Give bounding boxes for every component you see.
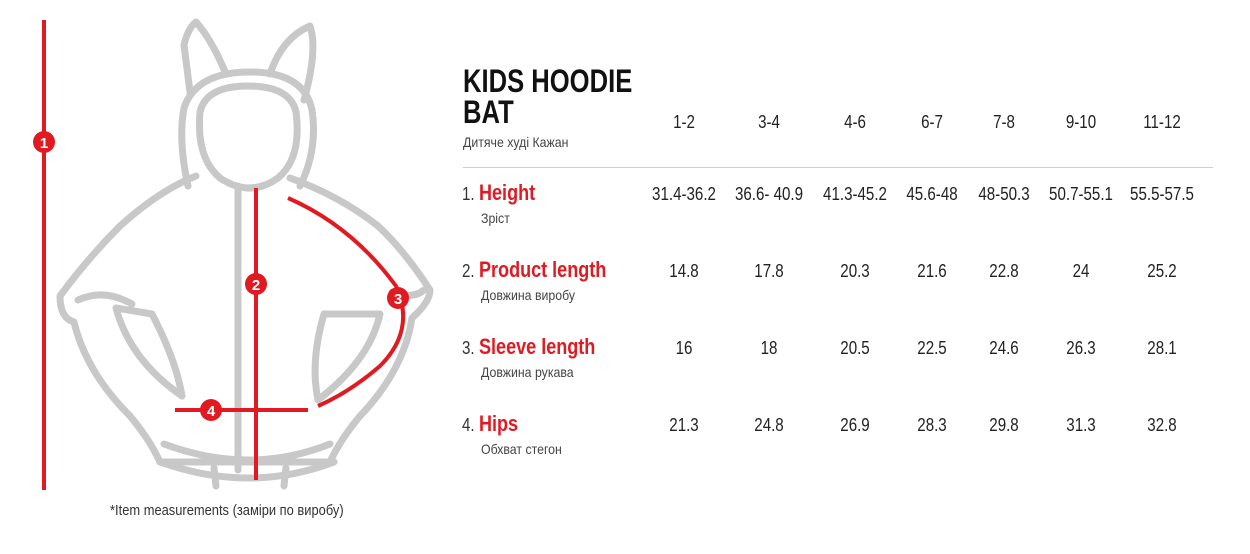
row-number: 3. <box>462 338 475 358</box>
row-subtitle: Обхват стегон <box>481 441 562 457</box>
size-header: 1-2 <box>673 112 695 132</box>
header-divider <box>463 167 1213 168</box>
hoodie-measurement-diagram: 1 2 3 4 <box>33 18 434 490</box>
table-cell: 21.3 <box>669 415 699 435</box>
table-cell: 21.6 <box>917 261 947 281</box>
row-name: Product length <box>479 257 607 282</box>
measurement-markers: 1 2 3 4 <box>33 131 409 421</box>
row-label-product-length: 2. Product length Довжина виробу <box>462 257 635 303</box>
marker-1-badge <box>33 131 55 153</box>
size-header: 11-12 <box>1143 112 1181 132</box>
table-cell: 48-50.3 <box>978 184 1030 204</box>
hoodie-outline <box>56 18 434 490</box>
row-subtitle: Довжина рукава <box>481 364 574 380</box>
marker-4-badge <box>200 399 222 421</box>
marker-2-label: 2 <box>252 277 260 294</box>
row-subtitle: Зріст <box>481 210 510 226</box>
table-cell: 28.3 <box>917 415 947 435</box>
table-cell: 17.8 <box>754 261 784 281</box>
measurement-lines <box>42 20 406 490</box>
table-cell: 26.3 <box>1066 338 1096 358</box>
row-number: 2. <box>462 261 475 281</box>
row-label-hips: 4. Hips Обхват стегон <box>462 411 562 457</box>
marker-2-badge <box>245 273 267 295</box>
table-cell: 32.8 <box>1147 415 1177 435</box>
row-name: Sleeve length <box>479 334 596 359</box>
size-header: 9-10 <box>1065 112 1097 132</box>
marker-1-label: 1 <box>40 135 48 152</box>
table-cell: 24.6 <box>989 338 1019 358</box>
size-header: 6-7 <box>921 112 943 132</box>
table-cell: 14.8 <box>669 261 699 281</box>
table-cell: 16 <box>675 338 693 358</box>
row-subtitle: Довжина виробу <box>481 287 576 303</box>
table-cell: 45.6-48 <box>906 184 958 204</box>
table-cell: 41.3-45.2 <box>823 184 887 204</box>
product-title-line-2: BAT <box>463 94 514 130</box>
table-cell: 24 <box>1072 261 1090 281</box>
row-number: 4. <box>462 415 475 435</box>
product-title-line-1: KIDS HOODIE <box>463 63 633 99</box>
marker-3-badge <box>387 287 409 309</box>
product-subtitle: Дитяче худі Кажан <box>463 134 569 150</box>
size-header: 7-8 <box>993 112 1015 132</box>
table-cell: 31.4-36.2 <box>652 184 716 204</box>
table-cell: 29.8 <box>989 415 1019 435</box>
size-header: 3-4 <box>758 112 780 132</box>
product-title-block: KIDS HOODIE BAT Дитяче худі Кажан <box>463 63 675 150</box>
table-cell: 20.3 <box>840 261 870 281</box>
table-cell: 50.7-55.1 <box>1049 184 1113 204</box>
measurement-note: *Item measurements (заміри по виробу) <box>110 502 344 519</box>
table-cell: 31.3 <box>1066 415 1096 435</box>
size-header: 4-6 <box>844 112 866 132</box>
table-cell: 36.6- 40.9 <box>734 184 804 204</box>
marker-3-label: 3 <box>394 291 402 308</box>
table-cell: 22.5 <box>917 338 947 358</box>
table-cell: 24.8 <box>754 415 784 435</box>
table-cell: 25.2 <box>1147 261 1177 281</box>
table-cell: 55.5-57.5 <box>1130 184 1194 204</box>
table-cell: 28.1 <box>1147 338 1177 358</box>
row-name: Height <box>479 180 536 205</box>
table-cell: 18 <box>760 338 778 358</box>
table-cell: 22.8 <box>989 261 1019 281</box>
sleeve-measure-line <box>287 196 406 408</box>
row-label-sleeve-length: 3. Sleeve length Довжина рукава <box>462 334 621 380</box>
row-number: 1. <box>462 184 475 204</box>
row-name: Hips <box>479 411 519 436</box>
table-cell: 20.5 <box>840 338 870 358</box>
row-label-height: 1. Height Зріст <box>462 180 548 226</box>
table-cell: 26.9 <box>840 415 870 435</box>
marker-4-label: 4 <box>207 403 216 420</box>
